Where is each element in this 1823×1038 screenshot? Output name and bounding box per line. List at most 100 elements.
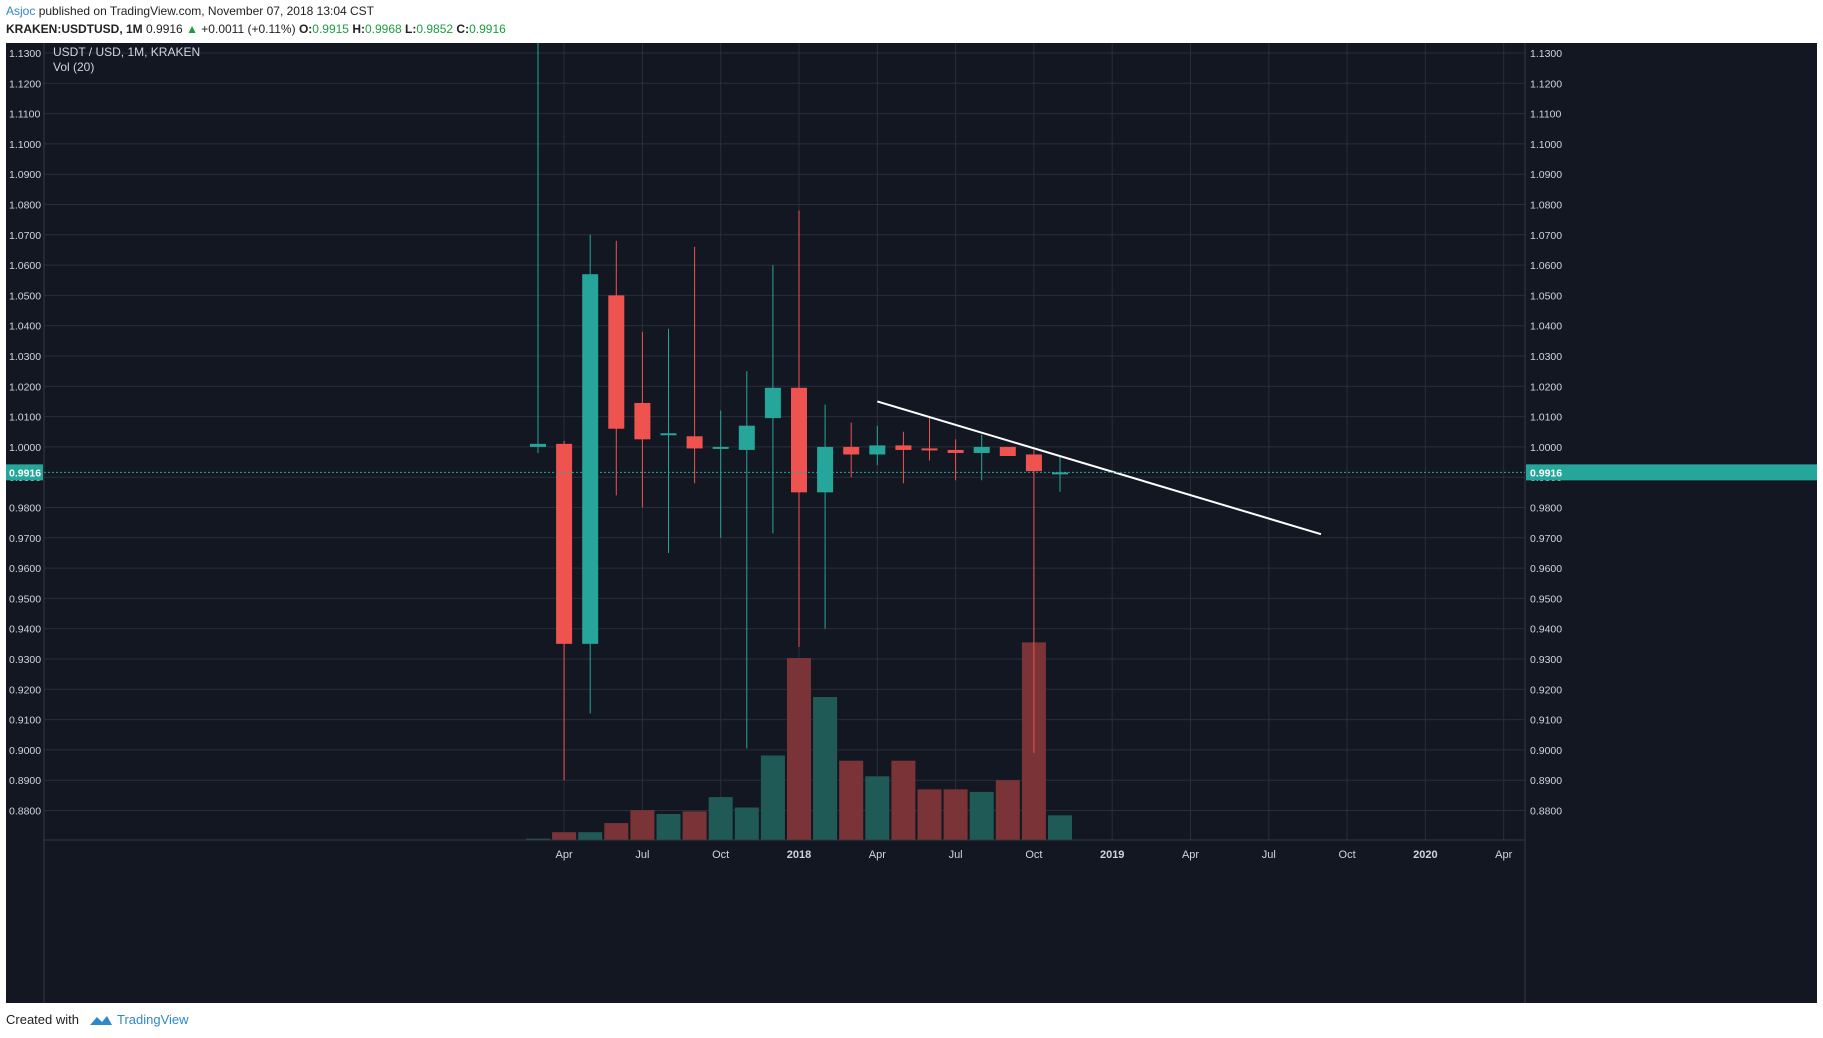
y-tick-label-left: 0.8900 — [9, 775, 41, 787]
candle-body — [817, 446, 834, 493]
x-tick-label: Jul — [635, 849, 649, 861]
close-value: 0.9916 — [469, 22, 506, 36]
candle-body — [712, 446, 729, 449]
volume-bar — [891, 760, 916, 840]
chart-panel[interactable]: Apr Jul Oct 2018 Apr Jul Oct 2019 Apr Jul Oct 2020 A… — [6, 43, 1817, 1003]
y-tick-label-left: 0.8800 — [9, 806, 41, 818]
y-tick-label-right: 1.0100 — [1530, 412, 1562, 424]
y-tick-label-right: 1.0200 — [1530, 381, 1562, 393]
volume-bar — [813, 697, 838, 840]
volume-bar — [1048, 815, 1072, 840]
y-tick-label-left: 1.0200 — [9, 381, 41, 393]
y-tick-label-right: 1.1100 — [1530, 109, 1561, 121]
y-tick-label-left: 1.1100 — [9, 109, 40, 121]
y-tick-label-left: 0.9000 — [9, 745, 41, 757]
x-tick-label: 2020 — [1413, 849, 1437, 861]
y-tick-label-right: 1.0400 — [1530, 321, 1562, 333]
volume-bar — [865, 776, 890, 840]
candle-body — [634, 402, 651, 440]
last-price-badge-right — [1526, 464, 1817, 481]
y-tick-label-right: 0.8800 — [1530, 806, 1562, 818]
y-tick-label-left: 1.0900 — [9, 169, 41, 181]
y-tick-label-left: 1.0500 — [9, 290, 41, 302]
grid-lines — [44, 43, 1525, 840]
last-price-label-left: 0.9916 — [9, 467, 41, 479]
candle-body — [999, 446, 1016, 456]
y-tick-label-left: 1.1000 — [9, 139, 41, 151]
y-tick-label-left: 0.9400 — [9, 624, 41, 636]
y-tick-label-left: 0.9500 — [9, 593, 41, 605]
open-label: O: — [298, 22, 313, 36]
volume-bar — [969, 791, 994, 840]
x-tick-label: Apr — [869, 849, 886, 861]
close-label: C: — [456, 22, 470, 36]
volume-bar — [682, 811, 707, 840]
y-tick-label-left: 1.1300 — [9, 48, 41, 60]
trendline-layer — [877, 400, 1322, 536]
author-link[interactable]: Asjoc — [6, 4, 36, 18]
price-change: +0.0011 (+0.11%) — [201, 22, 296, 36]
y-tick-label-right: 0.9500 — [1530, 593, 1562, 605]
candle-body — [530, 443, 546, 447]
candle-body — [660, 433, 677, 436]
y-tick-label-right: 1.0000 — [1530, 442, 1562, 454]
y-tick-label-right: 1.1200 — [1530, 78, 1562, 90]
last-price: 0.9916 — [146, 22, 183, 36]
x-tick-label: Jul — [1262, 849, 1276, 861]
y-tick-label-right: 1.0800 — [1530, 200, 1562, 212]
y-tick-label-left: 0.9200 — [9, 684, 41, 696]
y-tick-label-left: 1.0000 — [9, 442, 41, 454]
y-tick-label-right: 0.9300 — [1530, 654, 1562, 666]
x-tick-label: Oct — [712, 849, 729, 861]
candle-body — [738, 425, 755, 450]
price-chart[interactable]: Apr Jul Oct 2018 Apr Jul Oct 2019 Apr Jul Oct 2020 A… — [6, 43, 1817, 1003]
published-text: published on TradingView.com, November 0… — [38, 4, 375, 18]
volume-bar — [995, 780, 1020, 840]
candle-body — [973, 446, 990, 453]
y-tick-label-left: 1.0400 — [9, 321, 41, 333]
volume-bar — [943, 789, 968, 840]
x-tick-label: Oct — [1339, 849, 1356, 861]
x-tick-label: Apr — [556, 849, 573, 861]
x-tick-label: Apr — [1182, 849, 1199, 861]
candle-body — [843, 446, 860, 455]
y-tick-label-right: 1.1000 — [1530, 139, 1562, 151]
footer: Created with TradingView — [6, 1012, 189, 1027]
y-tick-label-left: 0.9100 — [9, 715, 41, 727]
y-tick-label-left: 0.9300 — [9, 654, 41, 666]
axes: Apr Jul Oct 2018 Apr Jul Oct 2019 Apr Jul Oct 2020 A… — [6, 43, 1817, 1003]
volume-bar — [760, 755, 785, 840]
y-tick-label-left: 1.0800 — [9, 200, 41, 212]
high-value: 0.9968 — [365, 22, 402, 36]
y-tick-label-left: 0.9700 — [9, 533, 41, 545]
y-tick-label-right: 1.0500 — [1530, 290, 1562, 302]
candle-body — [869, 445, 886, 455]
candle-body — [921, 448, 938, 451]
last-price-label-right: 0.9916 — [1530, 467, 1562, 479]
x-tick-label: Jul — [949, 849, 963, 861]
y-tick-label-right: 1.0600 — [1530, 260, 1562, 272]
y-tick-label-right: 0.9600 — [1530, 563, 1562, 575]
y-tick-label-right: 1.0900 — [1530, 169, 1562, 181]
volume-bar — [787, 658, 811, 840]
volume-bar — [708, 797, 733, 840]
candle-body — [947, 449, 964, 453]
candle-body — [608, 295, 625, 429]
y-tick-label-right: 1.1300 — [1530, 48, 1562, 60]
y-tick-label-left: 1.1200 — [9, 78, 41, 90]
tradingview-brand-link[interactable]: TradingView — [116, 1012, 189, 1027]
up-arrow-icon: ▲ — [186, 22, 198, 36]
volume-bar — [917, 789, 942, 840]
created-with-text: Created with — [6, 1012, 79, 1027]
y-tick-label-right: 0.8900 — [1530, 775, 1562, 787]
y-tick-label-left: 1.0700 — [9, 230, 41, 242]
y-tick-label-left: 1.0100 — [9, 412, 41, 424]
chart-legend-volume: Vol (20) — [53, 60, 94, 74]
candle-body — [686, 436, 703, 449]
low-label: L: — [405, 22, 417, 36]
high-label: H: — [352, 22, 365, 36]
y-tick-label-right: 0.9200 — [1530, 684, 1562, 696]
x-tick-label: Oct — [1025, 849, 1042, 861]
open-value: 0.9915 — [312, 22, 349, 36]
volume-bar — [526, 838, 550, 840]
